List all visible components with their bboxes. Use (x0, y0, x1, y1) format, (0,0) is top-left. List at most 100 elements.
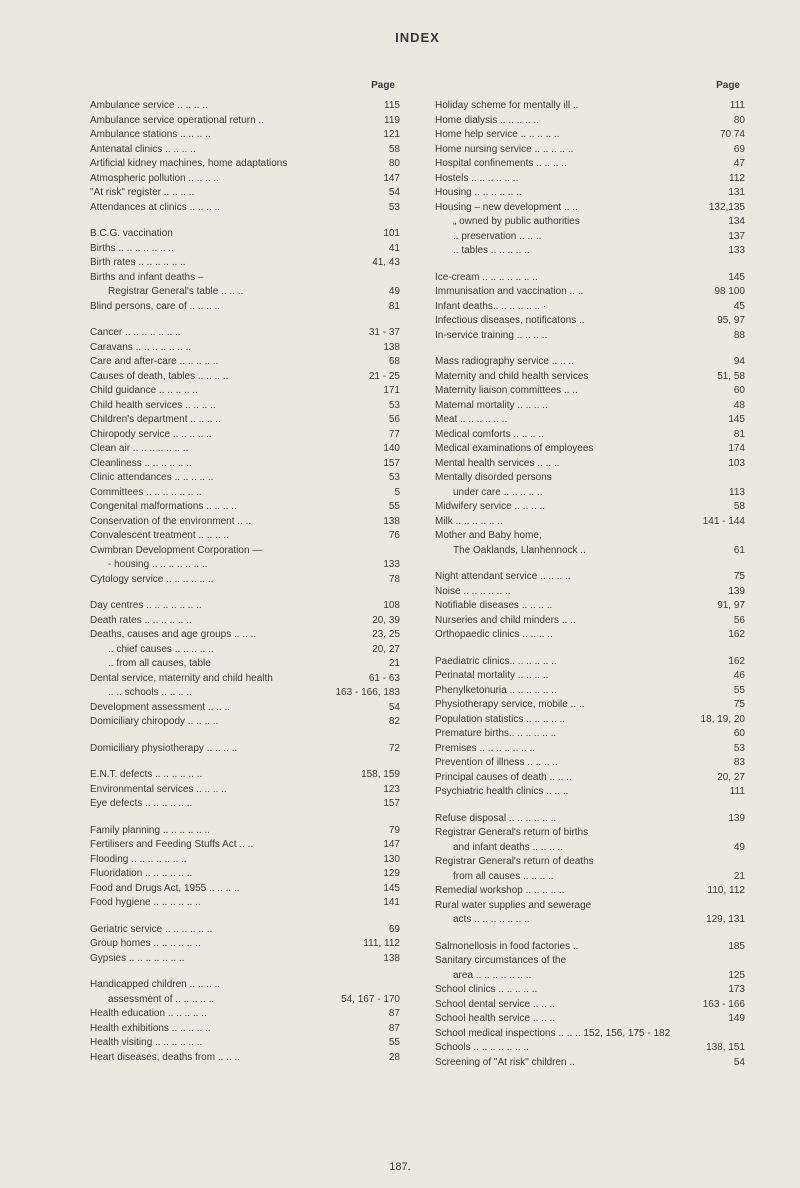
entry-page: 20, 27 (360, 643, 400, 658)
entry-page: 54 (722, 1056, 745, 1071)
index-entry: Health visiting .. .. .. .. .. ..55 (90, 1036, 400, 1051)
entry-page: 121 (371, 128, 400, 143)
entry-page: 113 (717, 486, 745, 501)
entry-label: Blind persons, care of .. .. .. .. (90, 300, 377, 315)
entry-label: Immunisation and vaccination .. .. (435, 285, 702, 300)
index-entry: Housing – new development .. ..132,135 (435, 201, 745, 216)
index-entry: Ambulance service .. .. .. ..115 (90, 99, 400, 114)
entry-page: 70 74 (708, 128, 745, 143)
entry-label: "At risk" register .. .. .. .. (90, 186, 377, 201)
entry-page: 103 (716, 457, 745, 472)
entry-page: 79 (377, 824, 400, 839)
entry-page: 21 (722, 870, 745, 885)
page-header-right: Page (435, 80, 745, 91)
entry-page: 61 - 63 (357, 672, 400, 687)
index-entry: Refuse disposal .. .. .. .. .. ..139 (435, 812, 745, 827)
entry-label: Salmonellosis in food factories .. (435, 940, 716, 955)
index-entry: Meat .. .. .. .. .. ..145 (435, 413, 745, 428)
index-entry: Principal causes of death .. .. ..20, 27 (435, 771, 745, 786)
index-entry: Salmonellosis in food factories ..185 (435, 940, 745, 955)
entry-label: .. chief causes .. .. .. .. .. (90, 643, 360, 658)
entry-label: Holiday scheme for mentally ill .. (435, 99, 718, 114)
index-entry: Registrar General's return of births (435, 826, 745, 841)
entry-page: 112 (717, 172, 745, 187)
entry-label: Conservation of the environment .. .. (90, 515, 371, 530)
index-entry: assessment of .. .. .. .. ..54, 167 - 17… (90, 993, 400, 1008)
index-entry: - housing .. .. .. .. .. .. ..133 (90, 558, 400, 573)
entry-page: 147 (371, 838, 400, 853)
index-entry: Prevention of illness .. .. .. ..83 (435, 756, 745, 771)
entry-page: 88 (722, 329, 745, 344)
index-entry: Food and Drugs Act, 1955 .. .. .. ..145 (90, 882, 400, 897)
entry-page: 81 (722, 428, 745, 443)
index-entry: from all causes .. .. .. ..21 (435, 870, 745, 885)
entry-label: Chiropody service .. .. .. .. .. (90, 428, 377, 443)
entry-page: 145 (371, 882, 400, 897)
index-entry: under care .. .. .. .. ..113 (435, 486, 745, 501)
entry-page: 53 (377, 471, 400, 486)
entry-page: 132,135 (697, 201, 745, 216)
gap (435, 800, 745, 812)
entry-label: Death rates .. .. .. .. .. .. (90, 614, 360, 629)
index-entry: Clean air .. .. .. .. .. .. ..140 (90, 442, 400, 457)
entry-label: Phenylketonuria .. .. .. .. .. .. (435, 684, 722, 699)
entry-label: The Oaklands, Llanhennock .. (435, 544, 722, 559)
entry-label: Medical comforts .. .. .. .. (435, 428, 722, 443)
index-entry: Sanitary circumstances of the (435, 954, 745, 969)
index-entry: Family planning .. .. .. .. .. ..79 (90, 824, 400, 839)
entry-label: Psychiatric health clinics .. .. .. (435, 785, 718, 800)
entry-page: 54, 167 - 170 (329, 993, 400, 1008)
entry-label: Hospital confinements .. .. .. .. (435, 157, 722, 172)
entry-label: Nurseries and child minders .. .. (435, 614, 722, 629)
index-entry: School clinics .. .. .. .. ..173 (435, 983, 745, 998)
entry-label: Registrar General's return of deaths (435, 855, 733, 870)
entry-label: Premature births.. .. .. .. .. .. (435, 727, 722, 742)
entry-label: - housing .. .. .. .. .. .. .. (90, 558, 371, 573)
entry-label: Atmospheric pollution .. .. .. .. (90, 172, 371, 187)
gap (435, 643, 745, 655)
entry-page: 140 (371, 442, 400, 457)
index-entry: Care and after-care .. .. .. .. ..68 (90, 355, 400, 370)
index-entry: Eye defects .. .. .. .. .. ..157 (90, 797, 400, 812)
index-entry: Schools .. .. .. .. .. .. ..138, 151 (435, 1041, 745, 1056)
entry-label: Environmental services .. .. .. .. (90, 783, 371, 798)
entry-label: Family planning .. .. .. .. .. .. (90, 824, 377, 839)
entry-label: Causes of death, tables .. .. .. .. (90, 370, 357, 385)
entry-page: 82 (377, 715, 400, 730)
index-entry: Physiotherapy service, mobile .. ..75 (435, 698, 745, 713)
index-entry: Death rates .. .. .. .. .. ..20, 39 (90, 614, 400, 629)
entry-page: 133 (371, 558, 400, 573)
index-entry: Cancer .. .. .. .. .. .. ..31 - 37 (90, 326, 400, 341)
entry-label: Cytology service .. .. .. .. .. .. (90, 573, 377, 588)
entry-page: 111 (718, 99, 745, 114)
entry-label: Gypsies .. .. .. .. .. .. .. (90, 952, 371, 967)
entry-page: 163 - 166 (691, 998, 745, 1013)
entry-label: acts .. .. .. .. .. .. .. (435, 913, 694, 928)
entry-label: Caravans .. .. .. .. .. .. .. (90, 341, 371, 356)
entry-label: Refuse disposal .. .. .. .. .. .. (435, 812, 716, 827)
entry-label: Home help service .. .. .. .. .. (435, 128, 708, 143)
index-entry: Mass radiography service .. .. ..94 (435, 355, 745, 370)
index-entry: .. .. schools .. .. .. ..163 - 166, 183 (90, 686, 400, 701)
entry-page: 41, 43 (360, 256, 400, 271)
entry-label: Domiciliary chiropody .. .. .. .. (90, 715, 377, 730)
entry-page: 46 (722, 669, 745, 684)
index-entry: School health service .. .. ..149 (435, 1012, 745, 1027)
entry-label: Attendances at clinics .. .. .. .. (90, 201, 377, 216)
index-entry: Psychiatric health clinics .. .. ..111 (435, 785, 745, 800)
entry-label: Clean air .. .. .. .. .. .. .. (90, 442, 371, 457)
entry-label: Committees .. .. .. .. .. .. .. (90, 486, 382, 501)
entry-label: assessment of .. .. .. .. .. (90, 993, 329, 1008)
index-entry: Ambulance service operational return ..1… (90, 114, 400, 129)
gap (90, 812, 400, 824)
entry-page: 69 (722, 143, 745, 158)
index-entry: Cleanliness .. .. .. .. .. ..157 (90, 457, 400, 472)
index-entry: Child health services .. .. .. ..53 (90, 399, 400, 414)
index-entry: Flooding .. .. .. .. .. .. ..130 (90, 853, 400, 868)
entry-page: 94 (722, 355, 745, 370)
entry-label: Prevention of illness .. .. .. .. (435, 756, 722, 771)
entry-page: 49 (722, 841, 745, 856)
entry-label: Health visiting .. .. .. .. .. .. (90, 1036, 377, 1051)
index-entry: Committees .. .. .. .. .. .. ..5 (90, 486, 400, 501)
entry-page: 55 (377, 1036, 400, 1051)
